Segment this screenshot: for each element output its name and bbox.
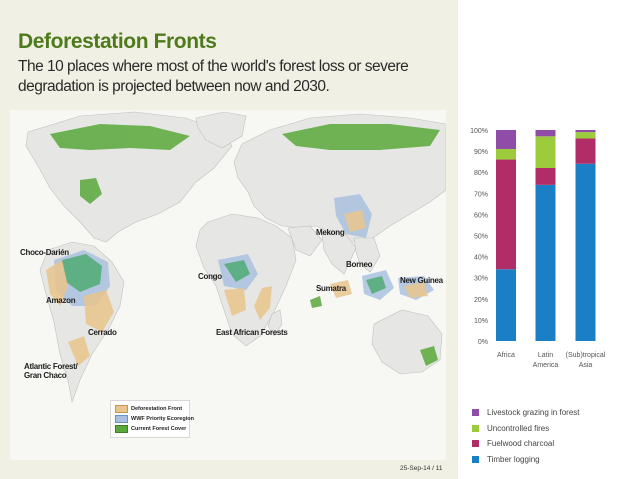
map-legend-swatch [115, 405, 128, 413]
bar-segment [575, 163, 596, 341]
legend-label: Livestock grazing in forest [487, 408, 580, 418]
legend-label: Fuelwood charcoal [487, 439, 555, 449]
continent-india [321, 231, 357, 275]
bar-segment [535, 136, 556, 168]
map-label-atlantic-forest: Atlantic Forest/ Gran Chaco [24, 362, 78, 380]
map-label-borneo: Borneo [346, 260, 373, 269]
y-tick-label: 80% [474, 170, 488, 177]
legend-label: Uncontrolled fires [487, 423, 550, 433]
bar-segment [535, 184, 556, 341]
legend-item: Uncontrolled fires [472, 421, 632, 437]
legend-swatch [472, 440, 479, 448]
map-label-amazon: Amazon [46, 296, 76, 305]
y-tick-label: 100% [470, 128, 488, 135]
map-label-sumatra: Sumatra [316, 284, 346, 293]
legend-label: Timber logging [487, 454, 540, 464]
y-tick-label: 40% [474, 255, 488, 262]
world-map-graphic [10, 110, 446, 460]
y-tick-label: 20% [474, 297, 488, 304]
bar-segment [575, 132, 596, 139]
map-label-cerrado: Cerrado [88, 328, 117, 337]
bar-segment [575, 130, 596, 133]
bar-segment [535, 130, 556, 137]
stacked-bar-chart: 0% 10% 20% 30% 40% 50% 60% 70% 80% 90% 100% Africa L… [456, 118, 638, 479]
bar-segment [496, 148, 516, 160]
map-legend-label: Deforestation Front [131, 406, 183, 412]
continent-greenland [195, 111, 247, 149]
legend-swatch [472, 424, 479, 432]
legend-swatch [472, 409, 479, 417]
map-label-choco-darien: Choco-Darién [20, 248, 69, 257]
map-legend-item: Deforestation Front [115, 404, 185, 414]
chart-legend: Livestock grazing in forest Uncontrolled … [472, 405, 632, 467]
y-tick-label: 50% [474, 234, 488, 241]
y-tick-label: 90% [474, 149, 488, 156]
slide-subtitle: The 10 places where most of the world's … [18, 58, 409, 95]
slide-title: Deforestation Fronts [18, 30, 217, 53]
continent-arabia [287, 225, 323, 257]
bar-segment [575, 138, 596, 164]
legend-item: Timber logging [472, 452, 632, 468]
y-tick-label: 0% [478, 339, 488, 346]
legend-item: Fuelwood charcoal [472, 436, 632, 452]
x-tick-label: (Sub)tropical [566, 352, 606, 359]
y-tick-label: 70% [474, 191, 488, 198]
map-legend-swatch [115, 425, 128, 433]
x-tick-label: America [533, 362, 559, 369]
bar-segment [535, 167, 556, 185]
map-label-new-guinea: New Guinea [400, 276, 443, 285]
map-label-mekong: Mekong [316, 228, 345, 237]
map-label-east-african-forests: East African Forests [216, 328, 288, 337]
bar-segment [496, 159, 516, 270]
bar-segment [496, 269, 516, 341]
map-legend-item: WWF Priority Ecoregion [115, 414, 194, 424]
map-legend: Deforestation Front WWF Priority Ecoregi… [110, 400, 194, 438]
world-map: Choco-Darién Amazon Cerrado Atlantic For… [10, 110, 446, 460]
y-tick-label: 60% [474, 212, 488, 219]
x-tick-label: Africa [497, 352, 515, 359]
slide-footer: 25-Sep-14 / 11 [400, 465, 443, 472]
map-label-congo: Congo [198, 272, 222, 281]
continent-indochina [353, 237, 381, 273]
map-legend-item: Current Forest Cover [115, 424, 187, 434]
y-tick-label: 30% [474, 276, 488, 283]
bar-segment [496, 130, 516, 149]
stacked-bar-chart-svg: 0% 10% 20% 30% 40% 50% 60% 70% 80% 90% 100% Africa L… [470, 128, 606, 369]
legend-item: Livestock grazing in forest [472, 405, 632, 421]
y-tick-label: 10% [474, 318, 488, 325]
x-tick-label: Asia [579, 362, 593, 369]
legend-swatch [472, 455, 479, 463]
map-legend-label: Current Forest Cover [131, 426, 187, 432]
map-legend-swatch [115, 415, 128, 423]
x-tick-label: Latin [538, 352, 553, 359]
title-block: Deforestation Fronts The 10 places where… [18, 30, 448, 97]
map-legend-label: WWF Priority Ecoregion [131, 416, 194, 422]
continent-madagascar [267, 309, 283, 337]
